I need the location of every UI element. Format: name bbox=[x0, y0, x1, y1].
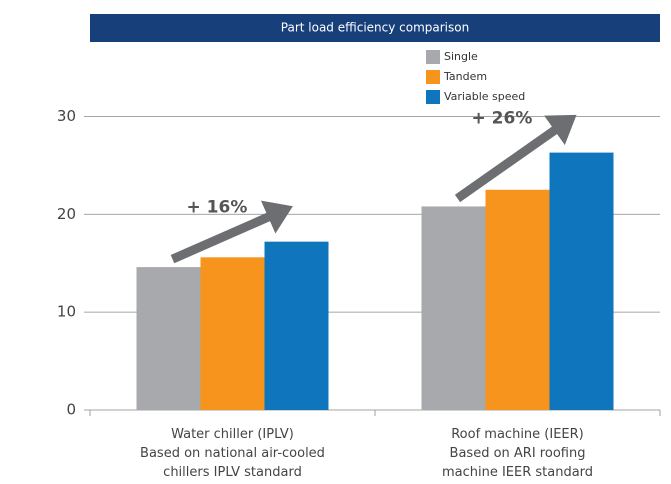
growth-arrow bbox=[454, 114, 577, 203]
annotation: + 26% bbox=[472, 109, 533, 129]
legend-label: Single bbox=[444, 50, 478, 63]
bar bbox=[549, 152, 614, 410]
annotation: + 16% bbox=[187, 198, 248, 218]
legend-swatch bbox=[426, 90, 440, 104]
title-bar bbox=[90, 14, 660, 42]
growth-arrow bbox=[170, 200, 293, 264]
bar bbox=[485, 189, 550, 410]
bar bbox=[136, 267, 201, 410]
y-tick-label: 0 bbox=[66, 401, 76, 419]
legend-swatch bbox=[426, 70, 440, 84]
y-tick-label: 30 bbox=[57, 107, 76, 125]
legend-swatch bbox=[426, 50, 440, 64]
bar bbox=[264, 241, 329, 410]
x-tick-label: Roof machine (IEER) Based on ARI roofing m… bbox=[442, 427, 593, 480]
y-tick-label: 20 bbox=[57, 205, 76, 223]
x-tick-label: Water chiller (IPLV) Based on national ai… bbox=[140, 427, 325, 480]
legend-label: Variable speed bbox=[444, 90, 525, 103]
y-tick-label: 10 bbox=[57, 303, 76, 321]
bar bbox=[421, 206, 486, 410]
bar bbox=[200, 257, 265, 410]
legend-label: Tandem bbox=[443, 70, 487, 83]
chart-title: Part load efficiency comparison bbox=[281, 21, 469, 35]
